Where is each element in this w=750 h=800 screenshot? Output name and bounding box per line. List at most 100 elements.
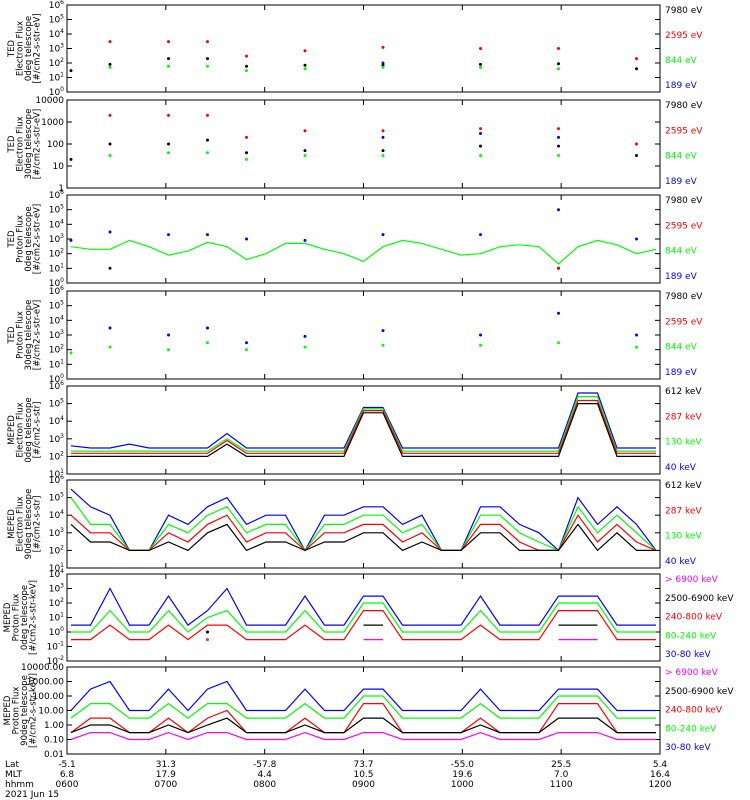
y-tick-label: 10-2 [47, 655, 65, 667]
series-point [108, 113, 112, 117]
y-tick-label: 100 [47, 140, 64, 150]
series-line [70, 523, 656, 552]
legend-entry: 2595 eV [665, 221, 703, 231]
x-tick-hhmm: 0700 [154, 780, 177, 790]
y-tick-label: 102 [49, 57, 64, 69]
series-point [167, 57, 170, 61]
y-tick-label: 0.10 [44, 736, 64, 746]
x-tick-hhmm: 1000 [451, 780, 474, 790]
legend-entry: 240-800 keV [665, 706, 723, 716]
x-tick-mlt: 16.4 [650, 770, 670, 780]
panel-frame [66, 194, 661, 284]
y-axis-label: [#/cm2-s-str] [33, 496, 43, 553]
series-point [108, 40, 112, 44]
panel-frame [66, 4, 661, 93]
legend-entry: 189 eV [665, 272, 698, 282]
legend-entry: > 6900 keV [665, 668, 719, 678]
series-point [479, 132, 482, 135]
series-point [381, 63, 385, 67]
y-tick-label: 100 [49, 626, 64, 638]
y-tick-label: 103 [49, 329, 64, 341]
y-axis-label: [#/cm2-s-str-eV] [33, 204, 43, 274]
y-axis-label: TED [7, 39, 17, 58]
x-tick-hhmm: 0600 [56, 780, 79, 790]
y-axis-label: 0deg telescope [24, 397, 34, 462]
series-line [71, 602, 656, 633]
series-point [206, 326, 209, 330]
series-point [557, 144, 560, 148]
series-point [479, 154, 482, 157]
series-point [557, 266, 560, 270]
series-point [381, 154, 385, 157]
x-tick-hhmm: 0900 [352, 780, 375, 790]
legend-entry: 844 eV [665, 343, 698, 353]
y-tick-label: 105 [49, 14, 64, 26]
y-tick-label: 101 [49, 262, 64, 274]
y-axis-label: MEPED [3, 602, 13, 632]
series-point [303, 63, 307, 67]
y-tick-label: 103 [49, 433, 64, 445]
series-point [206, 64, 209, 68]
y-tick-label: 105 [49, 492, 64, 504]
panel-frame [66, 573, 661, 662]
y-tick-label: 103 [49, 233, 64, 245]
y-axis-label: Electron Flux [16, 496, 26, 551]
series-line [70, 695, 656, 719]
series-point [167, 113, 170, 117]
series-point [167, 142, 170, 146]
legend-entry: 40 keV [665, 557, 697, 567]
series-point [381, 343, 385, 347]
y-tick-label: 101 [49, 562, 64, 574]
y-tick-label: 106 [49, 0, 64, 11]
y-axis-label: [#/cm2-s-str-keV] [29, 673, 39, 748]
y-tick-label: 104 [49, 509, 64, 521]
series-point [108, 65, 112, 69]
series-point [245, 69, 248, 73]
series-point [479, 343, 482, 347]
series-point [245, 157, 248, 161]
y-tick-label: 1000 [41, 118, 64, 128]
y-axis-label: [#/cm2-s-str-eV] [33, 300, 43, 370]
series-point [479, 127, 482, 131]
series-point [69, 69, 73, 73]
series-point [557, 127, 560, 131]
y-tick-label: 100.00 [33, 692, 65, 702]
y-tick-label: 10000.00 [21, 663, 64, 673]
series-point [557, 47, 560, 50]
series-point [108, 154, 112, 157]
y-tick-label: 104 [49, 218, 64, 230]
x-tick-lat: 31.3 [156, 760, 176, 770]
series-point [557, 135, 560, 139]
series-point [303, 149, 307, 153]
series-point [303, 67, 307, 71]
series-point [557, 62, 560, 66]
legend-entry: 287 keV [665, 506, 702, 516]
panel-frame [66, 99, 661, 189]
series-point [206, 113, 209, 117]
x-row-label: hhmm [5, 780, 34, 790]
legend-entry: 844 eV [665, 56, 698, 66]
series-point [635, 142, 638, 146]
y-tick-label: 10.00 [38, 707, 64, 717]
legend-entry: 30-80 keV [665, 743, 711, 753]
series-point [206, 40, 209, 44]
y-axis-label: TED [7, 230, 17, 249]
series-point [381, 135, 385, 139]
legend-entry: 2500-6900 keV [665, 687, 734, 697]
y-tick-label: 102 [49, 544, 64, 556]
series-point [108, 326, 112, 330]
series-point [167, 40, 170, 44]
y-tick-label: 1.00 [44, 721, 64, 731]
y-tick-label: 0.01 [44, 750, 64, 760]
series-line [70, 731, 656, 741]
series-point [381, 329, 385, 333]
legend-entry: 7980 eV [665, 292, 703, 302]
series-line [70, 239, 657, 265]
y-tick-label: 102 [49, 597, 64, 609]
series-point [206, 341, 209, 345]
y-tick-label: 106 [49, 380, 64, 392]
series-point [479, 62, 482, 66]
y-tick-label: 100 [49, 277, 64, 289]
y-tick-label: 10-1 [47, 641, 65, 653]
